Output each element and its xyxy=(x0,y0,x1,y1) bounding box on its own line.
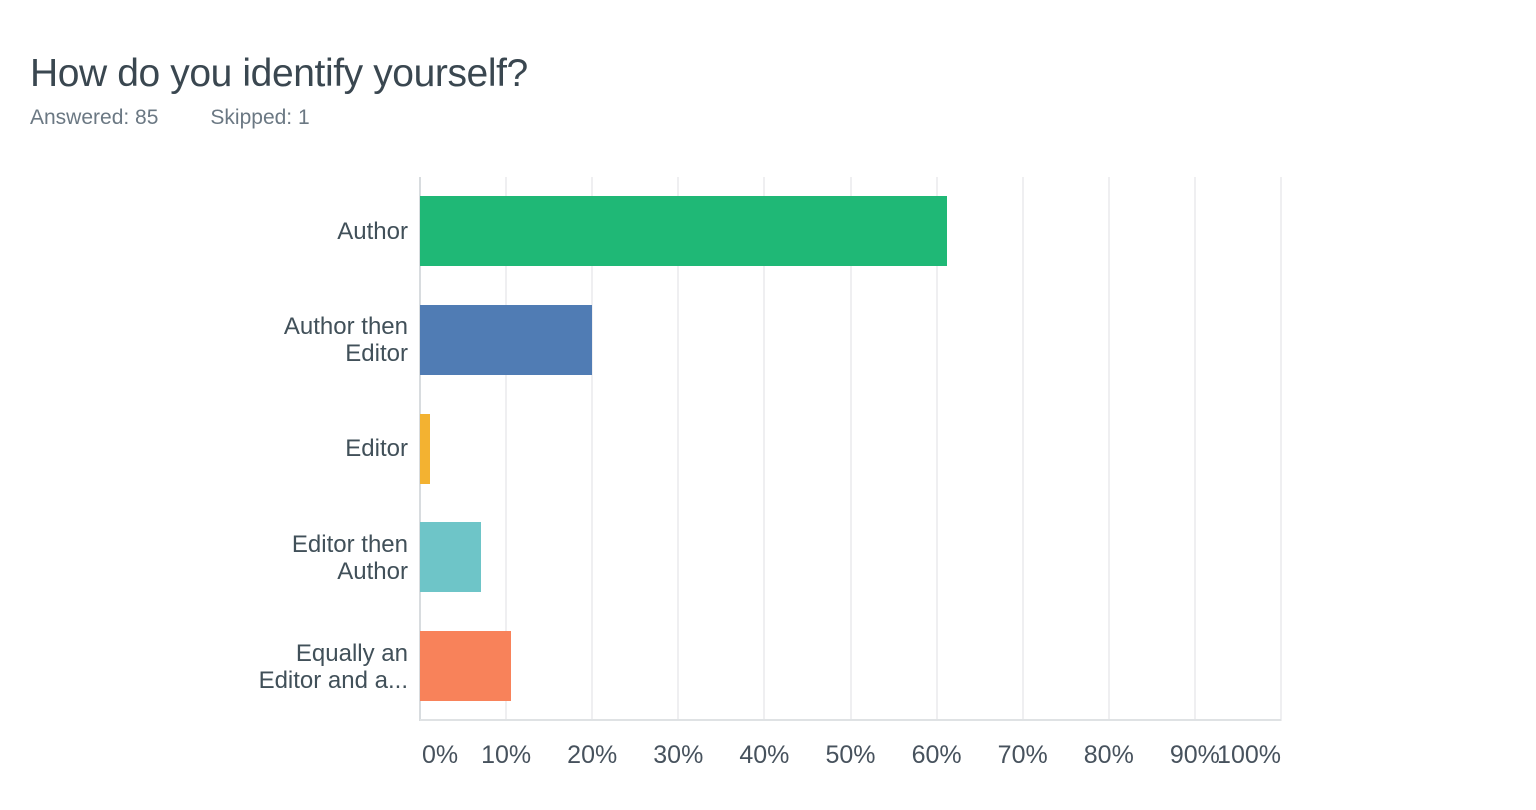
x-tick-label: 50% xyxy=(825,741,876,769)
gridline xyxy=(849,177,852,721)
x-axis-labels: 0% 10% 20% 30% 40% 50% 60% 70% 80% 90% 100% xyxy=(420,741,1281,773)
bar-editor-then-author xyxy=(420,522,481,593)
category-label-line: Author then xyxy=(283,313,408,341)
gridline xyxy=(1280,177,1282,721)
bar-author xyxy=(420,196,947,266)
skipped-count: Skipped: 1 xyxy=(210,106,310,129)
gridline xyxy=(1021,177,1024,721)
category-label: Editor xyxy=(0,395,408,504)
bar-author-then-editor xyxy=(420,304,593,375)
gridline xyxy=(1193,177,1196,721)
category-label-line: Editor then xyxy=(291,530,408,558)
bar-row xyxy=(420,395,1281,504)
category-label: Equally an Editor and a... xyxy=(0,612,408,721)
x-tick-label: 10% xyxy=(481,741,532,769)
gridline xyxy=(763,177,766,721)
bar-equally-an-editor-and-a xyxy=(420,631,512,702)
category-label: Author xyxy=(0,177,408,286)
response-stats: Answered: 85 Skipped: 1 xyxy=(30,106,310,130)
category-label-line: Equally an xyxy=(295,639,408,667)
x-tick-label: 70% xyxy=(997,741,1048,769)
category-label: Author then Editor xyxy=(0,286,408,395)
bars-container xyxy=(420,177,1281,721)
category-label-line: Author xyxy=(337,557,408,585)
category-label-line: Editor xyxy=(345,435,408,463)
bar-row xyxy=(420,612,1281,721)
gridline xyxy=(677,177,680,721)
x-tick-label: 90% xyxy=(1169,741,1220,769)
question-title: How do you identify yourself? xyxy=(30,52,528,96)
bar-chart-plot-area xyxy=(419,177,1282,721)
category-label-line: Editor and a... xyxy=(258,666,408,694)
gridline xyxy=(935,177,938,721)
gridline xyxy=(505,177,508,721)
x-tick-label: 40% xyxy=(739,741,790,769)
answered-count: Answered: 85 xyxy=(30,106,159,129)
gridline xyxy=(1107,177,1110,721)
category-axis-labels: Author Author then Editor Editor Editor then… xyxy=(0,177,408,721)
bar-row xyxy=(420,286,1281,395)
gridline xyxy=(591,177,594,721)
category-label-line: Editor xyxy=(345,340,408,368)
bar-row xyxy=(420,177,1281,286)
bar-editor xyxy=(420,413,431,484)
x-tick-label: 30% xyxy=(653,741,704,769)
x-tick-label: 20% xyxy=(567,741,618,769)
category-label: Editor then Author xyxy=(0,503,408,612)
x-tick-label: 100% xyxy=(1217,741,1281,769)
x-tick-label: 80% xyxy=(1083,741,1134,769)
category-label-line: Author xyxy=(337,217,408,245)
x-tick-label: 60% xyxy=(911,741,962,769)
x-axis-baseline xyxy=(420,719,1281,721)
x-tick-label: 0% xyxy=(422,741,459,769)
bar-row xyxy=(420,503,1281,612)
